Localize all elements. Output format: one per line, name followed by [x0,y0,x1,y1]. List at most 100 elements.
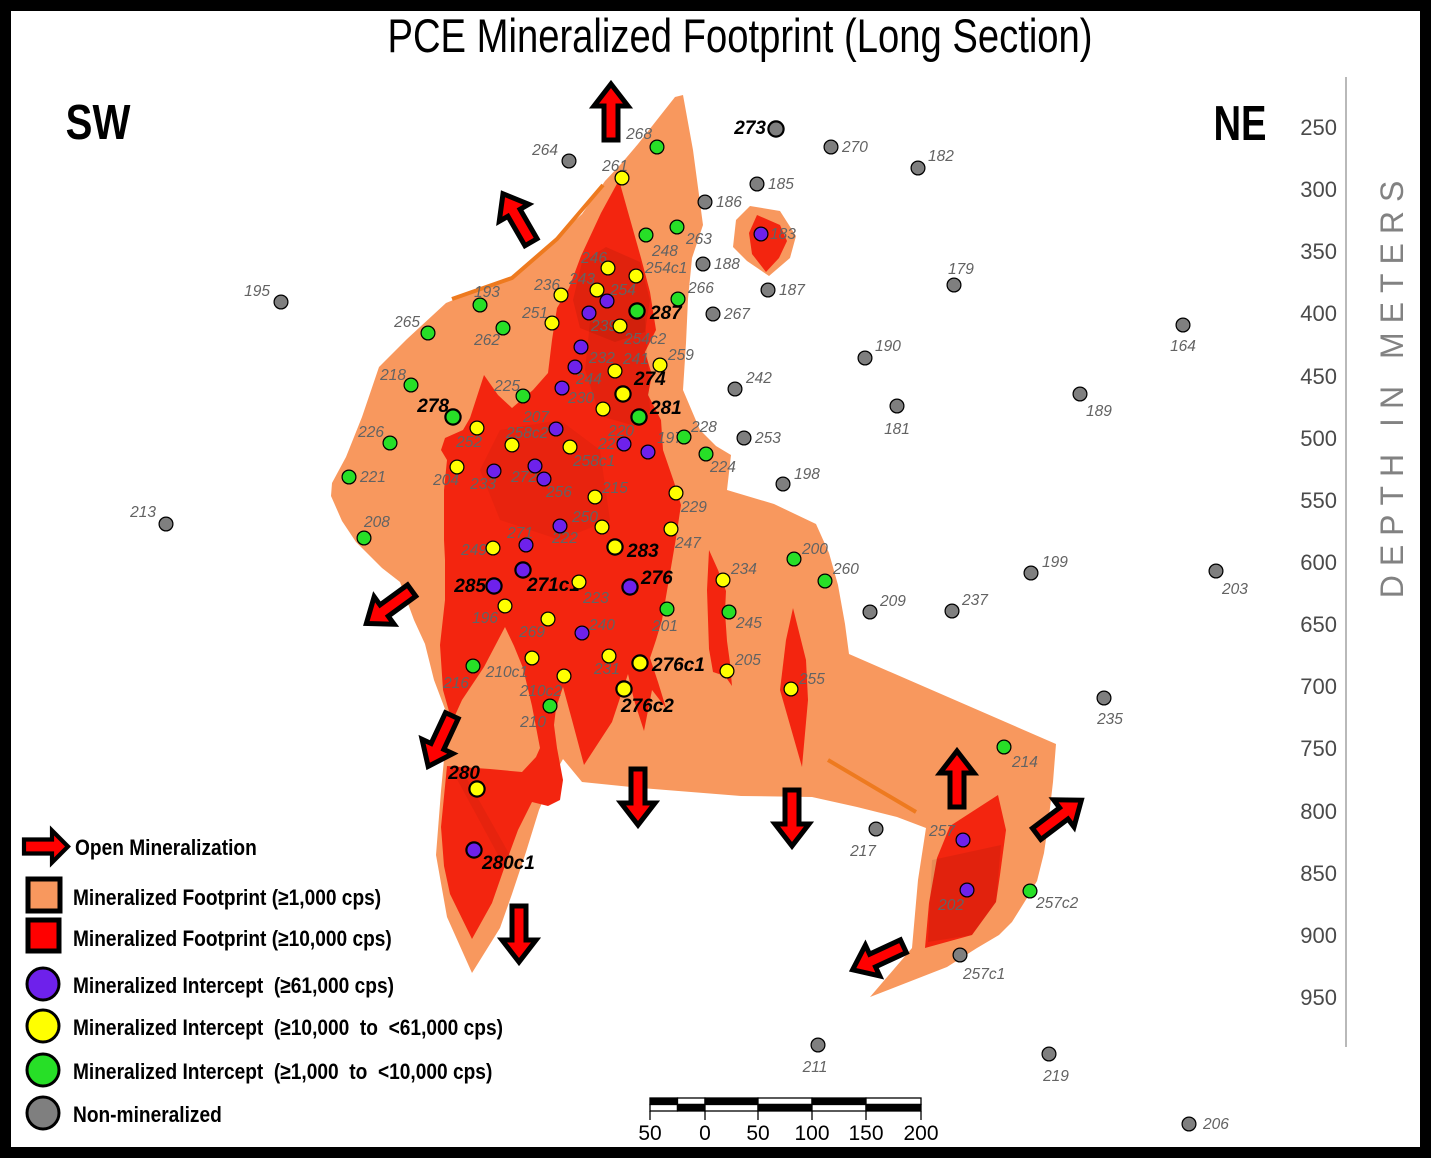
svg-text:200: 200 [801,541,828,558]
svg-text:276: 276 [640,568,673,589]
svg-text:210c2: 210c2 [519,683,563,700]
svg-text:258c1: 258c1 [572,453,615,470]
svg-text:269: 269 [518,624,545,641]
svg-text:285: 285 [453,576,486,597]
svg-text:262: 262 [473,332,500,349]
svg-text:236: 236 [533,277,560,294]
svg-text:250: 250 [571,509,598,526]
svg-text:254: 254 [609,282,636,299]
svg-text:268: 268 [625,126,652,143]
svg-text:270: 270 [841,139,868,156]
svg-text:205: 205 [734,652,761,669]
svg-text:Open Mineralization: Open Mineralization [75,836,257,861]
svg-text:257c2: 257c2 [1035,895,1079,912]
svg-text:242: 242 [745,370,772,387]
svg-text:266: 266 [687,280,714,297]
svg-text:50: 50 [638,1122,661,1145]
svg-text:257c1: 257c1 [962,966,1005,983]
svg-text:229: 229 [680,499,707,516]
svg-text:50: 50 [746,1122,769,1145]
svg-text:203: 203 [1221,581,1248,598]
svg-text:700: 700 [1300,674,1337,699]
svg-text:209: 209 [879,593,906,610]
svg-text:273: 273 [733,118,766,139]
svg-text:190: 190 [875,338,901,355]
svg-text:750: 750 [1300,736,1337,761]
svg-text:Mineralized Footprint (≥10,000: Mineralized Footprint (≥10,000 cps) [73,927,392,952]
svg-text:208: 208 [363,514,390,531]
svg-text:228: 228 [690,419,717,436]
svg-text:224: 224 [709,459,736,476]
svg-text:287: 287 [649,303,683,324]
svg-text:232: 232 [588,350,615,367]
svg-text:150: 150 [848,1122,883,1145]
svg-text:217: 217 [849,843,877,860]
svg-text:210c1: 210c1 [485,664,528,681]
svg-text:SW: SW [66,95,131,150]
svg-text:350: 350 [1300,239,1337,264]
svg-text:300: 300 [1300,177,1337,202]
svg-text:187: 187 [779,282,806,299]
svg-text:179: 179 [948,261,974,278]
svg-text:263: 263 [685,231,712,248]
svg-text:850: 850 [1300,861,1337,886]
svg-text:267: 267 [723,306,751,323]
svg-text:250: 250 [1300,115,1337,140]
svg-text:276c1: 276c1 [651,655,705,676]
svg-text:254c1: 254c1 [644,260,687,277]
svg-text:195: 195 [244,283,270,300]
svg-text:204: 204 [432,472,459,489]
svg-text:210: 210 [519,714,546,731]
svg-text:240: 240 [588,617,615,634]
svg-text:281: 281 [649,398,682,419]
svg-text:164: 164 [1170,338,1196,355]
svg-text:950: 950 [1300,985,1337,1010]
svg-text:450: 450 [1300,364,1337,389]
svg-text:280: 280 [447,763,480,784]
svg-text:PCE Mineralized Footprint (Lon: PCE Mineralized Footprint (Long Section) [387,10,1092,63]
svg-text:NE: NE [1213,97,1266,152]
svg-text:251: 251 [521,305,548,322]
svg-text:258c2: 258c2 [505,425,549,442]
svg-text:800: 800 [1300,799,1337,824]
svg-text:200: 200 [903,1122,938,1145]
svg-text:214: 214 [1011,754,1038,771]
svg-text:Mineralized Footprint (≥1,000: Mineralized Footprint (≥1,000 cps) [73,886,381,911]
svg-text:280c1: 280c1 [481,853,535,874]
svg-text:0: 0 [699,1122,711,1145]
svg-text:188: 188 [714,256,740,273]
svg-text:283: 283 [626,541,659,562]
svg-text:196: 196 [472,610,498,627]
svg-text:235: 235 [1096,711,1123,728]
svg-text:231: 231 [593,661,620,678]
svg-text:247: 247 [674,535,702,552]
svg-text:216: 216 [442,675,469,692]
svg-text:186: 186 [716,194,742,211]
svg-text:213: 213 [129,504,156,521]
svg-text:225: 225 [493,378,520,395]
svg-text:264: 264 [531,142,558,159]
svg-text:198: 198 [794,466,820,483]
svg-text:202: 202 [937,897,964,914]
svg-text:234: 234 [730,561,757,578]
svg-text:233: 233 [469,476,496,493]
svg-text:211: 211 [802,1059,828,1076]
svg-text:185: 185 [768,176,794,193]
svg-text:400: 400 [1300,301,1337,326]
svg-text:237: 237 [961,592,989,609]
svg-text:260: 260 [832,561,859,578]
svg-text:218: 218 [379,367,406,384]
svg-text:254c2: 254c2 [623,331,667,348]
svg-text:246: 246 [580,250,607,267]
svg-text:223: 223 [582,590,609,607]
svg-text:278: 278 [416,396,449,417]
svg-text:550: 550 [1300,488,1337,513]
svg-text:Mineralized Intercept (≥61,00: Mineralized Intercept (≥61,000 cps) [73,974,394,999]
svg-text:271c1: 271c1 [526,575,580,596]
svg-text:221: 221 [359,469,386,486]
svg-text:500: 500 [1300,426,1337,451]
svg-text:222: 222 [551,530,578,547]
svg-text:252: 252 [455,434,482,451]
svg-text:Non-mineralized: Non-mineralized [73,1103,222,1128]
svg-text:Mineralized Intercept (≥10,00: Mineralized Intercept (≥10,000 to <61,00… [73,1016,503,1041]
